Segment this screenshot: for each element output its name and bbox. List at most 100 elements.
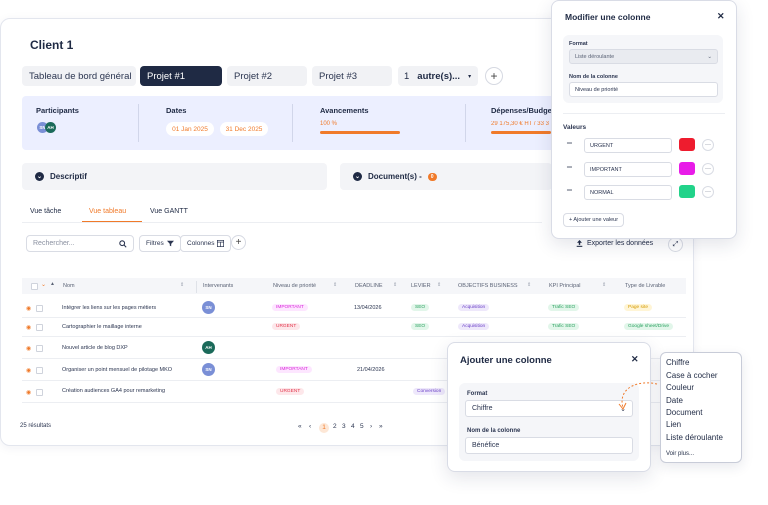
column-header-deadline[interactable]: DEADLINE <box>355 283 383 289</box>
tab-vue-tableau[interactable]: Vue tableau <box>89 208 127 215</box>
row-checkbox[interactable] <box>36 345 43 352</box>
first-page-button[interactable]: « <box>298 423 302 430</box>
priority-tag[interactable]: IMPORTANT <box>272 304 308 311</box>
value-input[interactable]: IMPORTANT <box>584 162 672 177</box>
priority-tag[interactable]: URGENT <box>272 323 301 330</box>
objective-tag[interactable]: Acquisition <box>458 304 490 311</box>
task-name[interactable]: Cartographier le maillage interne <box>62 324 142 330</box>
format-option[interactable]: Liste déroulante <box>666 433 723 442</box>
sort-icon[interactable]: ▲ <box>50 281 55 287</box>
next-page-button[interactable]: › <box>370 423 373 430</box>
add-value-button[interactable]: + Ajouter une valeur <box>563 213 625 227</box>
priority-tag[interactable]: URGENT <box>276 388 305 395</box>
tab-more-dropdown[interactable]: 1 autre(s)... ▾ <box>398 66 478 86</box>
search-input[interactable]: Rechercher... <box>26 235 134 252</box>
column-header-nom[interactable]: Nom <box>63 283 75 289</box>
deadline-value[interactable]: 21/04/2026 <box>357 367 385 373</box>
descriptif-accordion[interactable]: ⌄ Descriptif <box>22 163 327 190</box>
last-page-button[interactable]: » <box>379 423 383 430</box>
avatar[interactable]: AH <box>45 122 56 133</box>
avatar[interactable]: SN <box>202 363 215 376</box>
columns-button[interactable]: Colonnes <box>180 235 232 252</box>
eye-icon[interactable]: ◉ <box>26 306 32 312</box>
sort-icon[interactable]: ⇕ <box>602 282 607 288</box>
column-name-input[interactable]: Niveau de priorité <box>569 82 718 97</box>
color-swatch[interactable] <box>679 138 695 151</box>
format-option[interactable]: Document <box>666 408 703 417</box>
kpi-tag[interactable]: Trafic SEO <box>548 323 580 330</box>
eye-icon[interactable]: ◉ <box>26 346 32 352</box>
avatar[interactable]: SN <box>202 301 215 314</box>
column-header-priorite[interactable]: Niveau de priorité <box>273 283 317 289</box>
filters-button[interactable]: Filtres <box>139 235 181 252</box>
sort-icon[interactable]: ⇕ <box>180 282 185 288</box>
objective-tag[interactable]: Acquisition <box>458 323 490 330</box>
format-option[interactable]: Couleur <box>666 383 695 392</box>
column-header-intervenants[interactable]: Intervenants <box>203 283 234 289</box>
more-options-icon[interactable]: ··· <box>702 139 714 151</box>
color-swatch[interactable] <box>679 185 695 198</box>
format-select[interactable]: Chiffre ⌄ <box>465 400 633 417</box>
drag-handle-icon[interactable]: ═ <box>567 164 572 171</box>
page-2-button[interactable]: 2 <box>333 423 337 430</box>
documents-accordion[interactable]: ⌄ Document(s) - 0 <box>340 163 552 190</box>
more-options-icon[interactable]: ··· <box>702 163 714 175</box>
format-select[interactable]: Liste déroulante ⌄ <box>569 49 718 64</box>
tab-vue-tache[interactable]: Vue tâche <box>30 208 62 215</box>
export-button[interactable]: Exporter les données <box>576 240 653 247</box>
value-input[interactable]: NORMAL <box>584 185 672 200</box>
format-option[interactable]: Lien <box>666 420 682 429</box>
format-option[interactable]: Chiffre <box>666 358 690 367</box>
deliverable-tag[interactable]: Page site <box>624 304 653 311</box>
chevron-down-icon[interactable]: ⌄ <box>41 282 47 288</box>
kpi-tag[interactable]: Trafic SEO <box>548 304 580 311</box>
avatar[interactable]: SN <box>37 122 48 133</box>
page-5-button[interactable]: 5 <box>360 423 364 430</box>
task-name[interactable]: Organiser un point mensuel de pilotage M… <box>62 367 173 373</box>
close-icon[interactable]: ✕ <box>631 354 639 364</box>
page-4-button[interactable]: 4 <box>351 423 355 430</box>
eye-icon[interactable]: ◉ <box>26 390 32 396</box>
row-checkbox[interactable] <box>36 389 43 396</box>
start-date-pill[interactable]: 01 Jan 2025 <box>166 122 214 136</box>
color-swatch[interactable] <box>679 162 695 175</box>
priority-tag[interactable]: IMPORTANT <box>276 366 312 373</box>
row-checkbox[interactable] <box>36 305 43 312</box>
column-header-levier[interactable]: LEVIER <box>411 283 431 289</box>
end-date-pill[interactable]: 31 Dec 2025 <box>220 122 268 136</box>
drag-handle-icon[interactable]: ═ <box>567 140 572 147</box>
tab-tableau-de-bord[interactable]: Tableau de bord général <box>22 66 136 86</box>
sort-icon[interactable]: ⇕ <box>333 282 338 288</box>
eye-icon[interactable]: ◉ <box>26 325 32 331</box>
deliverable-tag[interactable]: Google sheet/Drive <box>624 323 674 330</box>
row-checkbox[interactable] <box>36 324 43 331</box>
add-tab-button[interactable]: + <box>485 67 503 85</box>
task-name[interactable]: Création audiences GA4 pour remarketing <box>62 388 166 394</box>
page-1-button[interactable]: 1 <box>319 423 329 433</box>
prev-page-button[interactable]: ‹ <box>309 423 312 430</box>
row-checkbox[interactable] <box>36 367 43 374</box>
lever-tag[interactable]: Conversion <box>413 388 446 395</box>
close-icon[interactable]: ✕ <box>717 11 725 21</box>
expand-icon[interactable]: ⤢ <box>668 237 683 252</box>
format-option[interactable]: Case à cocher <box>666 371 718 380</box>
page-3-button[interactable]: 3 <box>342 423 346 430</box>
deadline-value[interactable]: 13/04/2026 <box>354 305 382 311</box>
sort-icon[interactable]: ⇕ <box>527 282 532 288</box>
lever-tag[interactable]: SEO <box>411 304 430 311</box>
see-more-link[interactable]: Voir plus... <box>666 451 695 457</box>
eye-icon[interactable]: ◉ <box>26 368 32 374</box>
select-all-checkbox[interactable] <box>31 283 38 290</box>
avatar[interactable]: AH <box>202 341 215 354</box>
lever-tag[interactable]: SEO <box>411 323 430 330</box>
more-options-icon[interactable]: ··· <box>702 186 714 198</box>
tab-vue-gantt[interactable]: Vue GANTT <box>150 208 188 215</box>
tab-projet-1[interactable]: Projet #1 <box>140 66 222 86</box>
task-name[interactable]: Nouvel article de blog DXP <box>62 345 128 351</box>
sort-icon[interactable]: ⇕ <box>437 282 442 288</box>
task-name[interactable]: Intégrer les liens sur les pages métiers <box>62 305 157 311</box>
format-option[interactable]: Date <box>666 396 683 405</box>
value-input[interactable]: URGENT <box>584 138 672 153</box>
column-header-kpi[interactable]: KPI Principal <box>549 283 581 289</box>
add-column-button[interactable]: + <box>231 235 246 250</box>
